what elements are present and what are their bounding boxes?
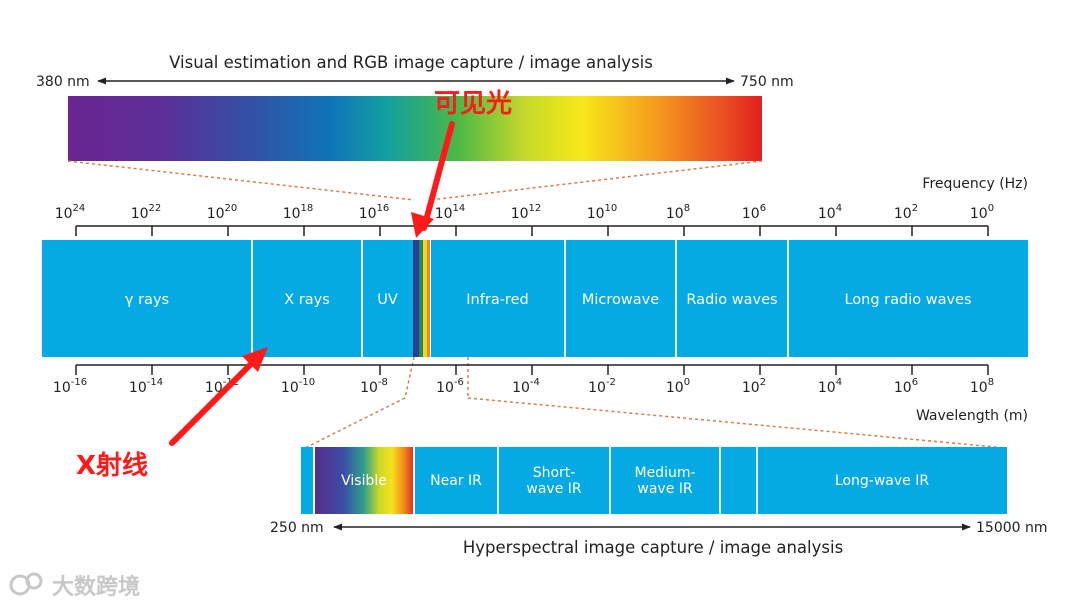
frequency-tick-label: 1010 — [587, 203, 618, 222]
watermark: 大数跨境 — [8, 568, 140, 602]
band-label: Microwave — [582, 292, 659, 308]
wavelength-tick-label: 10-10 — [281, 377, 315, 396]
hyperspectral-segment-label: Visible — [341, 473, 387, 489]
watermark-text: 大数跨境 — [52, 575, 141, 600]
frequency-tick-label: 106 — [742, 203, 766, 222]
wavelength-tick-label: 104 — [818, 377, 842, 396]
visible-bar-right-label: 750 nm — [740, 74, 794, 90]
watermark-logo-icon — [9, 572, 43, 596]
band-label: Radio waves — [686, 292, 777, 308]
hyperspectral-left-label: 250 nm — [270, 520, 324, 536]
wavelength-tick-label: 10-2 — [588, 377, 616, 396]
wavelength-axis-label: Wavelength (m) — [916, 408, 1028, 424]
spectrum-band — [42, 240, 1028, 357]
hyperspectral-segment-label: Long-wave IR — [835, 473, 929, 489]
band-label: Long radio waves — [844, 292, 971, 308]
hyperspectral-visible-gradient — [314, 447, 414, 514]
hyperspectral-segment-label: Near IR — [430, 473, 482, 489]
wavelength-axis-ticks: 10-1610-1410-1210-1010-810-610-410-21001… — [53, 365, 994, 396]
frequency-tick-label: 1022 — [131, 203, 162, 222]
visible-light-annotation: 可见光 — [434, 89, 512, 119]
dotted-connectors — [67, 160, 1007, 449]
spectrum-band-segments: γ rays X rays UV Infra-red Microwave Radio wa… — [125, 240, 972, 357]
wavelength-tick-label: 10-14 — [129, 377, 163, 396]
wavelength-tick-label: 10-4 — [512, 377, 540, 396]
wavelength-tick-label: 10-16 — [53, 377, 87, 396]
wavelength-tick-label: 106 — [894, 377, 918, 396]
frequency-axis-label: Frequency (Hz) — [922, 176, 1028, 192]
frequency-tick-label: 108 — [666, 203, 690, 222]
frequency-axis-ticks: 1024 1022 1020 1018 1016 1014 1012 1010 108 106 10… — [55, 203, 994, 236]
hyperspectral-segment-label: Medium- — [634, 465, 695, 481]
hyperspectral-bar — [301, 447, 1007, 514]
frequency-tick-label: 102 — [894, 203, 918, 222]
visible-light-arrow — [411, 121, 455, 238]
wavelength-tick-label: 100 — [666, 377, 690, 396]
hyperspectral-segment-label: Short- — [533, 465, 576, 481]
frequency-tick-label: 1014 — [435, 203, 466, 222]
x-ray-annotation: X射线 — [76, 451, 148, 481]
visible-bar-title: Visual estimation and RGB image capture … — [169, 53, 653, 72]
wavelength-tick-label: 102 — [742, 377, 766, 396]
wavelength-tick-label: 10-8 — [360, 377, 388, 396]
wavelength-tick-label: 10-6 — [436, 377, 464, 396]
frequency-tick-label: 1024 — [55, 203, 86, 222]
band-label: X rays — [284, 292, 330, 308]
band-label: γ rays — [125, 292, 169, 308]
visible-bar-left-label: 380 nm — [36, 74, 90, 90]
band-label: Infra-red — [466, 292, 528, 308]
band-label: UV — [377, 292, 398, 308]
frequency-tick-label: 1016 — [359, 203, 390, 222]
frequency-tick-label: 1012 — [511, 203, 542, 222]
hyperspectral-segment-label: wave IR — [526, 481, 582, 497]
visible-sliver — [413, 240, 430, 357]
x-ray-arrow — [169, 347, 268, 446]
frequency-tick-label: 1020 — [207, 203, 238, 222]
wavelength-tick-label: 108 — [970, 377, 994, 396]
frequency-tick-label: 100 — [970, 203, 994, 222]
hyperspectral-segment-label: wave IR — [637, 481, 693, 497]
hyperspectral-right-label: 15000 nm — [976, 520, 1048, 536]
visible-spectrum-bar — [68, 96, 762, 161]
frequency-tick-label: 1018 — [283, 203, 314, 222]
frequency-tick-label: 104 — [818, 203, 842, 222]
hyperspectral-caption: Hyperspectral image capture / image anal… — [463, 538, 843, 557]
